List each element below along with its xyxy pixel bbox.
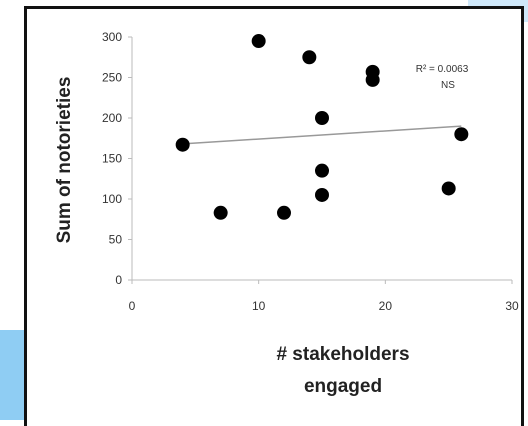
y-tick-label: 250 <box>102 71 122 85</box>
significance-annotation: NS <box>441 80 455 91</box>
data-point <box>315 164 329 178</box>
x-tick-label: 0 <box>129 299 136 313</box>
data-point <box>252 34 266 48</box>
y-tick-label: 50 <box>109 233 123 247</box>
data-point <box>302 50 316 64</box>
data-points <box>176 34 469 220</box>
x-ticks: 0 10 20 30 <box>129 280 519 313</box>
x-tick-label: 20 <box>379 299 393 313</box>
x-tick-label: 30 <box>505 299 519 313</box>
y-tick-label: 150 <box>102 152 122 166</box>
x-axis-label-line-1: # stakeholders <box>276 344 409 365</box>
data-point <box>176 138 190 152</box>
y-tick-label: 300 <box>102 30 122 44</box>
r-squared-annotation: R² = 0.0063 <box>416 64 469 75</box>
data-point <box>315 111 329 125</box>
y-axis-label: Sum of notorieties <box>54 77 75 244</box>
y-tick-label: 100 <box>102 192 122 206</box>
data-point <box>442 181 456 195</box>
data-point <box>454 127 468 141</box>
data-point <box>277 206 291 220</box>
data-point <box>315 188 329 202</box>
y-tick-label: 200 <box>102 111 122 125</box>
x-axis-label-line-2: engaged <box>304 376 382 397</box>
x-tick-label: 10 <box>252 299 266 313</box>
trendline <box>183 126 462 144</box>
y-ticks: 0 50 100 150 200 250 300 <box>102 30 132 287</box>
data-point <box>214 206 228 220</box>
y-tick-label: 0 <box>115 273 122 287</box>
data-point <box>366 73 380 87</box>
